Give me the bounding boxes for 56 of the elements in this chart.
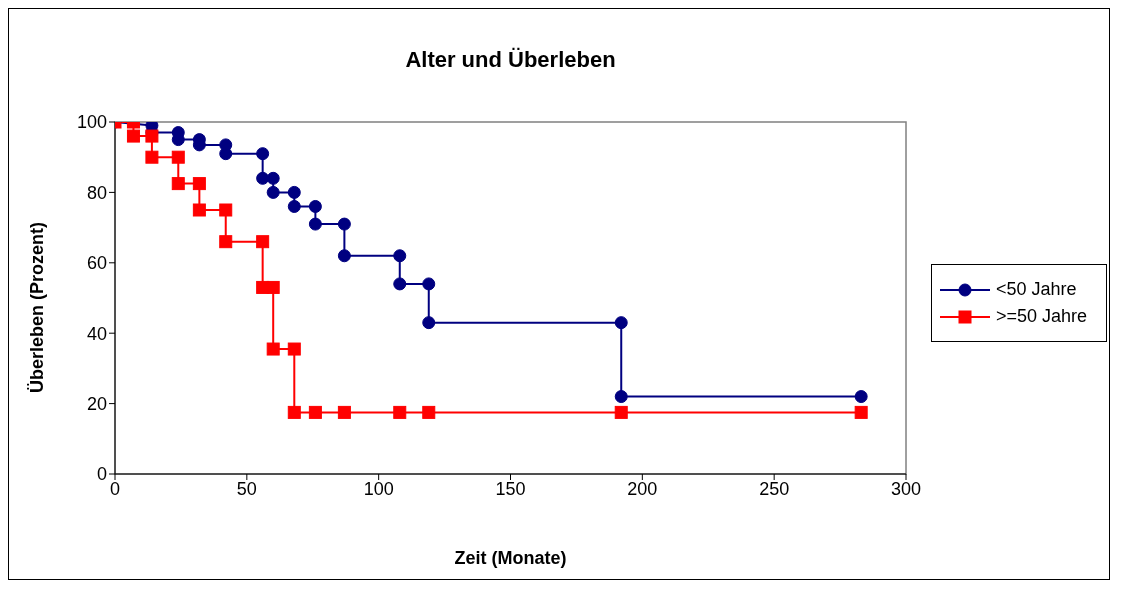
x-tick-label: 0 bbox=[109, 478, 121, 499]
point bbox=[337, 405, 351, 419]
point bbox=[266, 171, 280, 185]
point bbox=[393, 405, 407, 419]
point bbox=[422, 316, 436, 330]
point bbox=[308, 217, 322, 231]
point bbox=[219, 235, 233, 249]
point bbox=[393, 277, 407, 291]
point bbox=[266, 280, 280, 294]
point bbox=[337, 217, 351, 231]
y-tick-label: 60 bbox=[86, 253, 107, 274]
point bbox=[422, 405, 436, 419]
y-tick-label: 100 bbox=[76, 112, 107, 133]
point bbox=[126, 129, 140, 143]
point bbox=[171, 177, 185, 191]
point bbox=[287, 405, 301, 419]
chart-title: Alter und Überleben bbox=[404, 47, 617, 73]
point bbox=[192, 177, 206, 191]
x-tick-label: 100 bbox=[363, 478, 394, 499]
point bbox=[614, 390, 628, 404]
x-tick-label: 300 bbox=[890, 478, 922, 499]
y-tick-label: 40 bbox=[86, 323, 107, 344]
point bbox=[287, 185, 301, 199]
point bbox=[256, 171, 270, 185]
point bbox=[308, 405, 322, 419]
x-tick-label: 200 bbox=[627, 478, 658, 499]
point bbox=[266, 342, 280, 356]
point bbox=[337, 249, 351, 263]
point bbox=[614, 405, 628, 419]
y-tick-label: 80 bbox=[86, 182, 107, 203]
point bbox=[287, 342, 301, 356]
point bbox=[266, 185, 280, 199]
y-axis-title: Überleben (Prozent) bbox=[27, 221, 48, 393]
point bbox=[308, 199, 322, 213]
x-tick-label: 250 bbox=[759, 478, 790, 499]
x-axis-title: Zeit (Monate) bbox=[454, 548, 567, 568]
point bbox=[393, 249, 407, 263]
point bbox=[219, 147, 233, 161]
legend-label: <50 Jahre bbox=[996, 279, 1077, 300]
point bbox=[219, 203, 233, 217]
y-tick-label: 20 bbox=[86, 393, 107, 414]
point bbox=[614, 316, 628, 330]
point bbox=[256, 235, 270, 249]
x-tick-label: 50 bbox=[236, 478, 257, 499]
point bbox=[145, 150, 159, 164]
y-tick-label: 0 bbox=[96, 464, 107, 485]
point bbox=[171, 133, 185, 147]
point bbox=[422, 277, 436, 291]
point bbox=[287, 199, 301, 213]
point bbox=[192, 203, 206, 217]
x-tick-label: 150 bbox=[495, 478, 526, 499]
point bbox=[854, 390, 868, 404]
point bbox=[171, 150, 185, 164]
legend-label: >=50 Jahre bbox=[996, 306, 1088, 327]
point bbox=[854, 405, 868, 419]
point bbox=[256, 147, 270, 161]
